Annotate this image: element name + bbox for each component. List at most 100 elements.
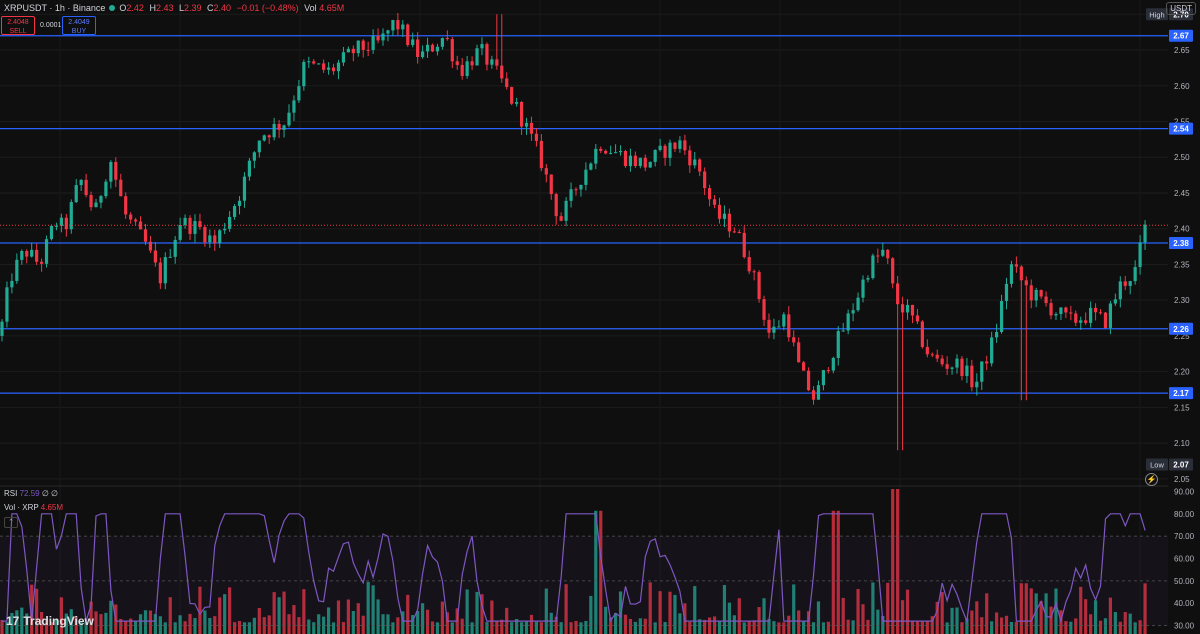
- volume-bar: [99, 614, 103, 634]
- candle-body: [698, 159, 702, 172]
- rsi-tick-label: 70.00: [1174, 532, 1195, 541]
- volume-bar: [980, 617, 984, 634]
- open-value: 2.42: [126, 3, 144, 13]
- candle-body: [831, 357, 835, 371]
- symbol-header[interactable]: XRPUSDT · 1h · Binance O2.42 H2.43 L2.39…: [4, 3, 344, 13]
- candle-body: [529, 122, 534, 134]
- volume-bar: [1079, 586, 1083, 634]
- currency-selector[interactable]: USDT: [1166, 2, 1196, 15]
- candle-body: [653, 149, 657, 162]
- candle-body: [737, 231, 741, 233]
- sell-button[interactable]: 2.4048 SELL: [1, 16, 35, 35]
- volume-bar: [826, 621, 830, 634]
- volume-bar: [925, 620, 929, 634]
- volume-bar: [633, 621, 637, 634]
- candle-body: [64, 217, 68, 230]
- volume-bar: [871, 582, 875, 634]
- collapse-chevron-icon[interactable]: ⌃: [4, 517, 18, 528]
- volume-bar: [134, 621, 138, 634]
- volume-bar: [782, 622, 786, 634]
- candle-body: [1079, 320, 1083, 323]
- volume-bar: [698, 619, 702, 634]
- volume-bar: [366, 581, 370, 634]
- volume-bar: [792, 584, 796, 634]
- price-axis[interactable]: 2.702.652.602.552.502.452.402.352.302.25…: [1146, 8, 1193, 484]
- candle-body: [401, 24, 405, 30]
- candle-body: [94, 202, 98, 208]
- volume-bar: [94, 611, 98, 634]
- candle-body: [119, 179, 123, 197]
- volume-bar: [148, 610, 153, 634]
- volume-bar: [752, 620, 756, 634]
- volume-bar: [628, 618, 633, 634]
- volume-bar: [618, 591, 623, 634]
- candle-body: [742, 232, 746, 258]
- volume-bar: [881, 615, 885, 634]
- candle-body: [821, 370, 826, 386]
- volume-bar: [940, 592, 944, 634]
- tradingview-branding[interactable]: 17 TradingView: [6, 614, 94, 628]
- volume-bar: [435, 622, 440, 634]
- candle-body: [480, 44, 484, 49]
- volume-bar: [955, 607, 959, 634]
- candle-body: [114, 161, 118, 180]
- candle-body: [930, 354, 934, 356]
- candle-body: [866, 278, 870, 280]
- candle-body: [326, 67, 331, 70]
- candle-body: [193, 221, 197, 234]
- candle-body: [287, 112, 291, 126]
- vol-key: Vol: [304, 3, 317, 13]
- volume-bar: [673, 594, 677, 634]
- candle-body: [356, 40, 360, 54]
- volume-bar: [1098, 620, 1103, 634]
- volume-bar: [1034, 593, 1038, 634]
- candle-body: [683, 140, 687, 151]
- volume-bar: [915, 621, 920, 634]
- volume-bar: [802, 621, 806, 634]
- candle-body: [331, 67, 336, 72]
- candle-body: [208, 235, 212, 243]
- symbol-title[interactable]: XRPUSDT · 1h · Binance: [4, 3, 106, 13]
- candle-body: [247, 160, 252, 177]
- volume-bar: [430, 621, 435, 634]
- candle-body: [678, 140, 682, 149]
- high-badge: [1146, 8, 1168, 21]
- candle-body: [693, 159, 697, 166]
- candle-body: [262, 135, 266, 141]
- candle-body: [89, 195, 93, 208]
- volume-legend[interactable]: Vol · XRP 4.65M: [4, 503, 63, 512]
- volume-bar: [965, 618, 969, 634]
- volume-bar: [589, 595, 593, 634]
- lightning-icon[interactable]: ⚡: [1145, 473, 1158, 486]
- volume-bar: [549, 612, 553, 634]
- volume-bar: [0, 620, 4, 634]
- candle-body: [460, 64, 464, 76]
- candle-body: [54, 225, 59, 227]
- candle-body: [228, 216, 232, 229]
- branding-text: TradingView: [23, 614, 94, 628]
- volume-bar: [960, 622, 964, 634]
- volume-bar: [990, 621, 994, 634]
- volume-bar: [777, 622, 781, 634]
- rsi-tick-label: 80.00: [1174, 510, 1195, 519]
- volume-bar: [891, 489, 895, 634]
- tradingview-logo-icon: 17: [6, 614, 20, 628]
- buy-button[interactable]: 2.4049 BUY: [62, 16, 96, 35]
- volume-bar: [312, 622, 316, 634]
- candle-body: [386, 30, 390, 34]
- rsi-legend[interactable]: RSI 72.59 ∅ ∅: [4, 489, 58, 498]
- volume-bar: [866, 619, 870, 634]
- candle-body: [252, 152, 256, 161]
- candle-body: [371, 36, 375, 50]
- candle-body: [881, 249, 885, 256]
- candle-body: [465, 61, 469, 76]
- volume-bar: [500, 619, 504, 634]
- candle-body: [574, 189, 578, 191]
- candle-body: [643, 157, 647, 168]
- volume-bar: [806, 611, 811, 634]
- volume-bar: [10, 612, 14, 634]
- volume-bar: [480, 594, 484, 634]
- horizontal-levels: [0, 35, 1168, 394]
- candle-body: [792, 337, 796, 343]
